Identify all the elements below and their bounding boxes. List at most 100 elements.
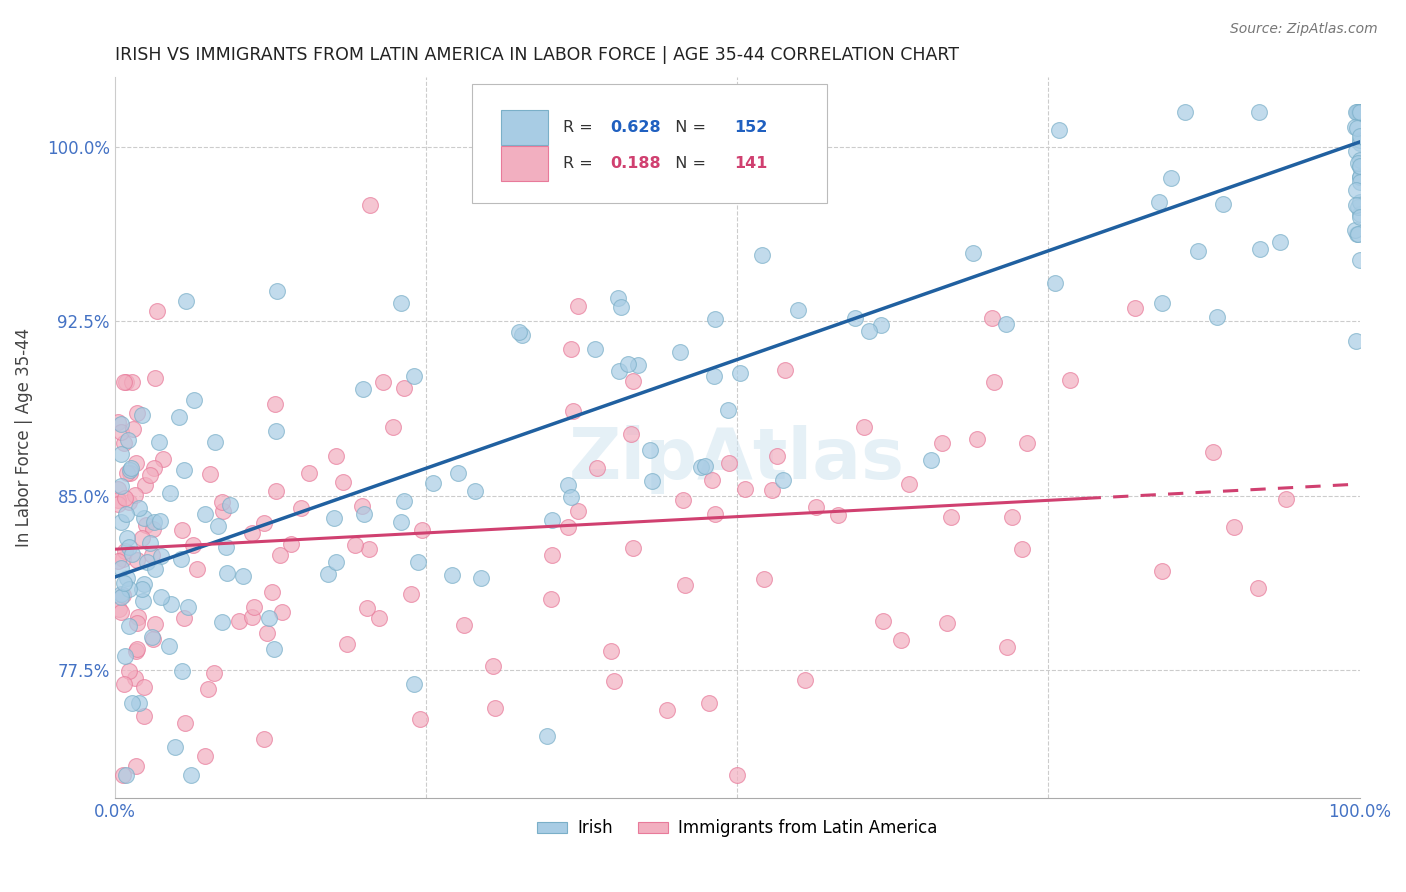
Point [1011,541,1033,556]
Point [890,633,912,648]
Point [583,343,606,357]
Point [1344,223,1367,237]
Point [269,548,291,562]
Point [931,436,953,450]
Point [149,514,172,528]
Point [150,590,173,604]
Point [1275,491,1298,506]
Point [703,312,725,326]
Point [586,461,609,475]
Point [1346,197,1368,211]
Point [114,648,136,663]
Point [541,548,564,562]
Point [157,639,180,653]
Point [657,703,679,717]
Point [110,587,132,601]
Point [920,453,942,467]
Point [181,538,204,552]
Point [134,478,156,492]
Point [936,616,959,631]
Point [211,503,233,517]
Point [693,458,716,473]
Point [717,402,740,417]
Point [983,376,1005,390]
Point [131,582,153,596]
Point [1348,159,1371,173]
Point [125,406,148,420]
Point [1001,510,1024,524]
Point [603,674,626,689]
Point [132,594,155,608]
Point [163,740,186,755]
Point [1348,133,1371,147]
Point [1347,104,1369,119]
Point [765,449,787,463]
Point [332,475,354,490]
Point [263,397,285,411]
Point [607,291,630,305]
Point [617,357,640,371]
Point [1123,301,1146,316]
Point [482,658,505,673]
Point [673,578,696,592]
Point [447,466,470,480]
Point [115,466,138,480]
Point [114,544,136,558]
Point [107,492,129,507]
FancyBboxPatch shape [472,84,827,203]
Point [114,375,136,389]
Point [149,549,172,563]
Point [1346,104,1368,119]
Point [112,436,135,450]
Point [112,576,135,591]
Point [1346,227,1368,241]
Point [132,709,155,723]
Point [1348,207,1371,221]
Point [773,362,796,376]
Point [1348,104,1371,119]
Point [897,476,920,491]
Point [392,494,415,508]
Point [204,434,226,449]
Point [464,483,486,498]
Text: 152: 152 [735,120,768,135]
Point [1348,104,1371,119]
Point [700,473,723,487]
Point [1344,183,1367,197]
Point [240,526,263,541]
Point [127,609,149,624]
Point [122,422,145,436]
Point [142,522,165,536]
Point [541,514,564,528]
Point [143,562,166,576]
Point [1348,129,1371,144]
Point [170,665,193,679]
Point [253,731,276,746]
Point [640,443,662,458]
Point [389,296,412,310]
Point [111,588,134,602]
Point [1347,227,1369,241]
Point [325,555,347,569]
Point [107,415,129,429]
Point [259,610,281,624]
Point [108,602,131,616]
Point [995,640,1018,654]
Point [567,504,589,518]
Point [359,541,381,556]
Point [703,164,725,178]
Point [389,515,412,529]
Point [754,572,776,586]
Point [1247,104,1270,119]
Point [118,541,141,555]
Point [1346,121,1368,136]
Point [422,475,444,490]
Point [734,483,756,497]
Point [143,461,166,475]
Y-axis label: In Labor Force | Age 35-44: In Labor Force | Age 35-44 [15,328,32,547]
Point [174,715,197,730]
Point [202,665,225,680]
Point [121,547,143,561]
Point [240,610,263,624]
Point [197,681,219,696]
